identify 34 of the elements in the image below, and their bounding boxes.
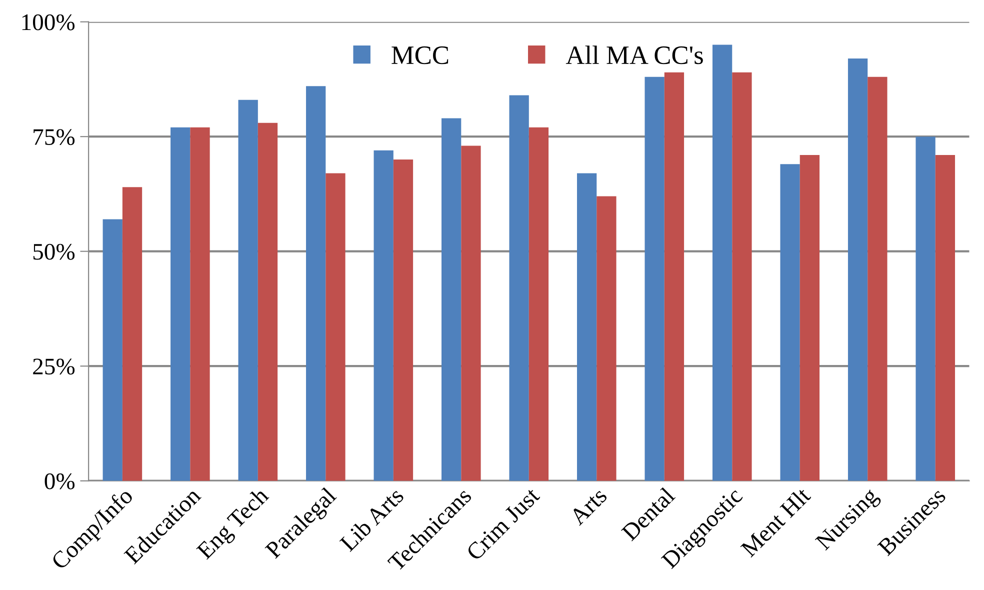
bar bbox=[528, 127, 549, 481]
legend-label: All MA CC's bbox=[566, 46, 703, 64]
bar bbox=[190, 127, 210, 481]
bar bbox=[102, 219, 122, 481]
bar bbox=[712, 44, 732, 481]
bar bbox=[644, 76, 664, 481]
bar bbox=[442, 118, 462, 481]
bar bbox=[664, 72, 684, 481]
bar bbox=[393, 160, 414, 481]
bar bbox=[306, 86, 326, 481]
bar bbox=[326, 173, 346, 481]
bar bbox=[122, 187, 142, 481]
bar bbox=[848, 58, 868, 481]
legend-label: MCC bbox=[392, 46, 448, 64]
bar bbox=[258, 122, 278, 481]
bar bbox=[170, 127, 190, 481]
y-tick-label: 0% bbox=[44, 473, 75, 490]
bar bbox=[577, 173, 597, 481]
bar bbox=[238, 100, 258, 481]
bar bbox=[780, 164, 800, 481]
bar bbox=[509, 95, 529, 481]
y-tick-label: 75% bbox=[34, 129, 75, 146]
bar bbox=[868, 76, 888, 481]
y-tick-label: 50% bbox=[33, 244, 75, 260]
bar bbox=[935, 154, 956, 481]
bar bbox=[800, 154, 820, 481]
bar bbox=[374, 150, 394, 481]
y-tick-label: 100% bbox=[22, 14, 75, 30]
bar bbox=[916, 136, 936, 481]
x-tick-label: Arts bbox=[568, 486, 608, 526]
bar bbox=[596, 196, 616, 481]
bar bbox=[732, 72, 752, 481]
y-tick-label: 25% bbox=[33, 358, 75, 375]
bar bbox=[461, 146, 481, 481]
